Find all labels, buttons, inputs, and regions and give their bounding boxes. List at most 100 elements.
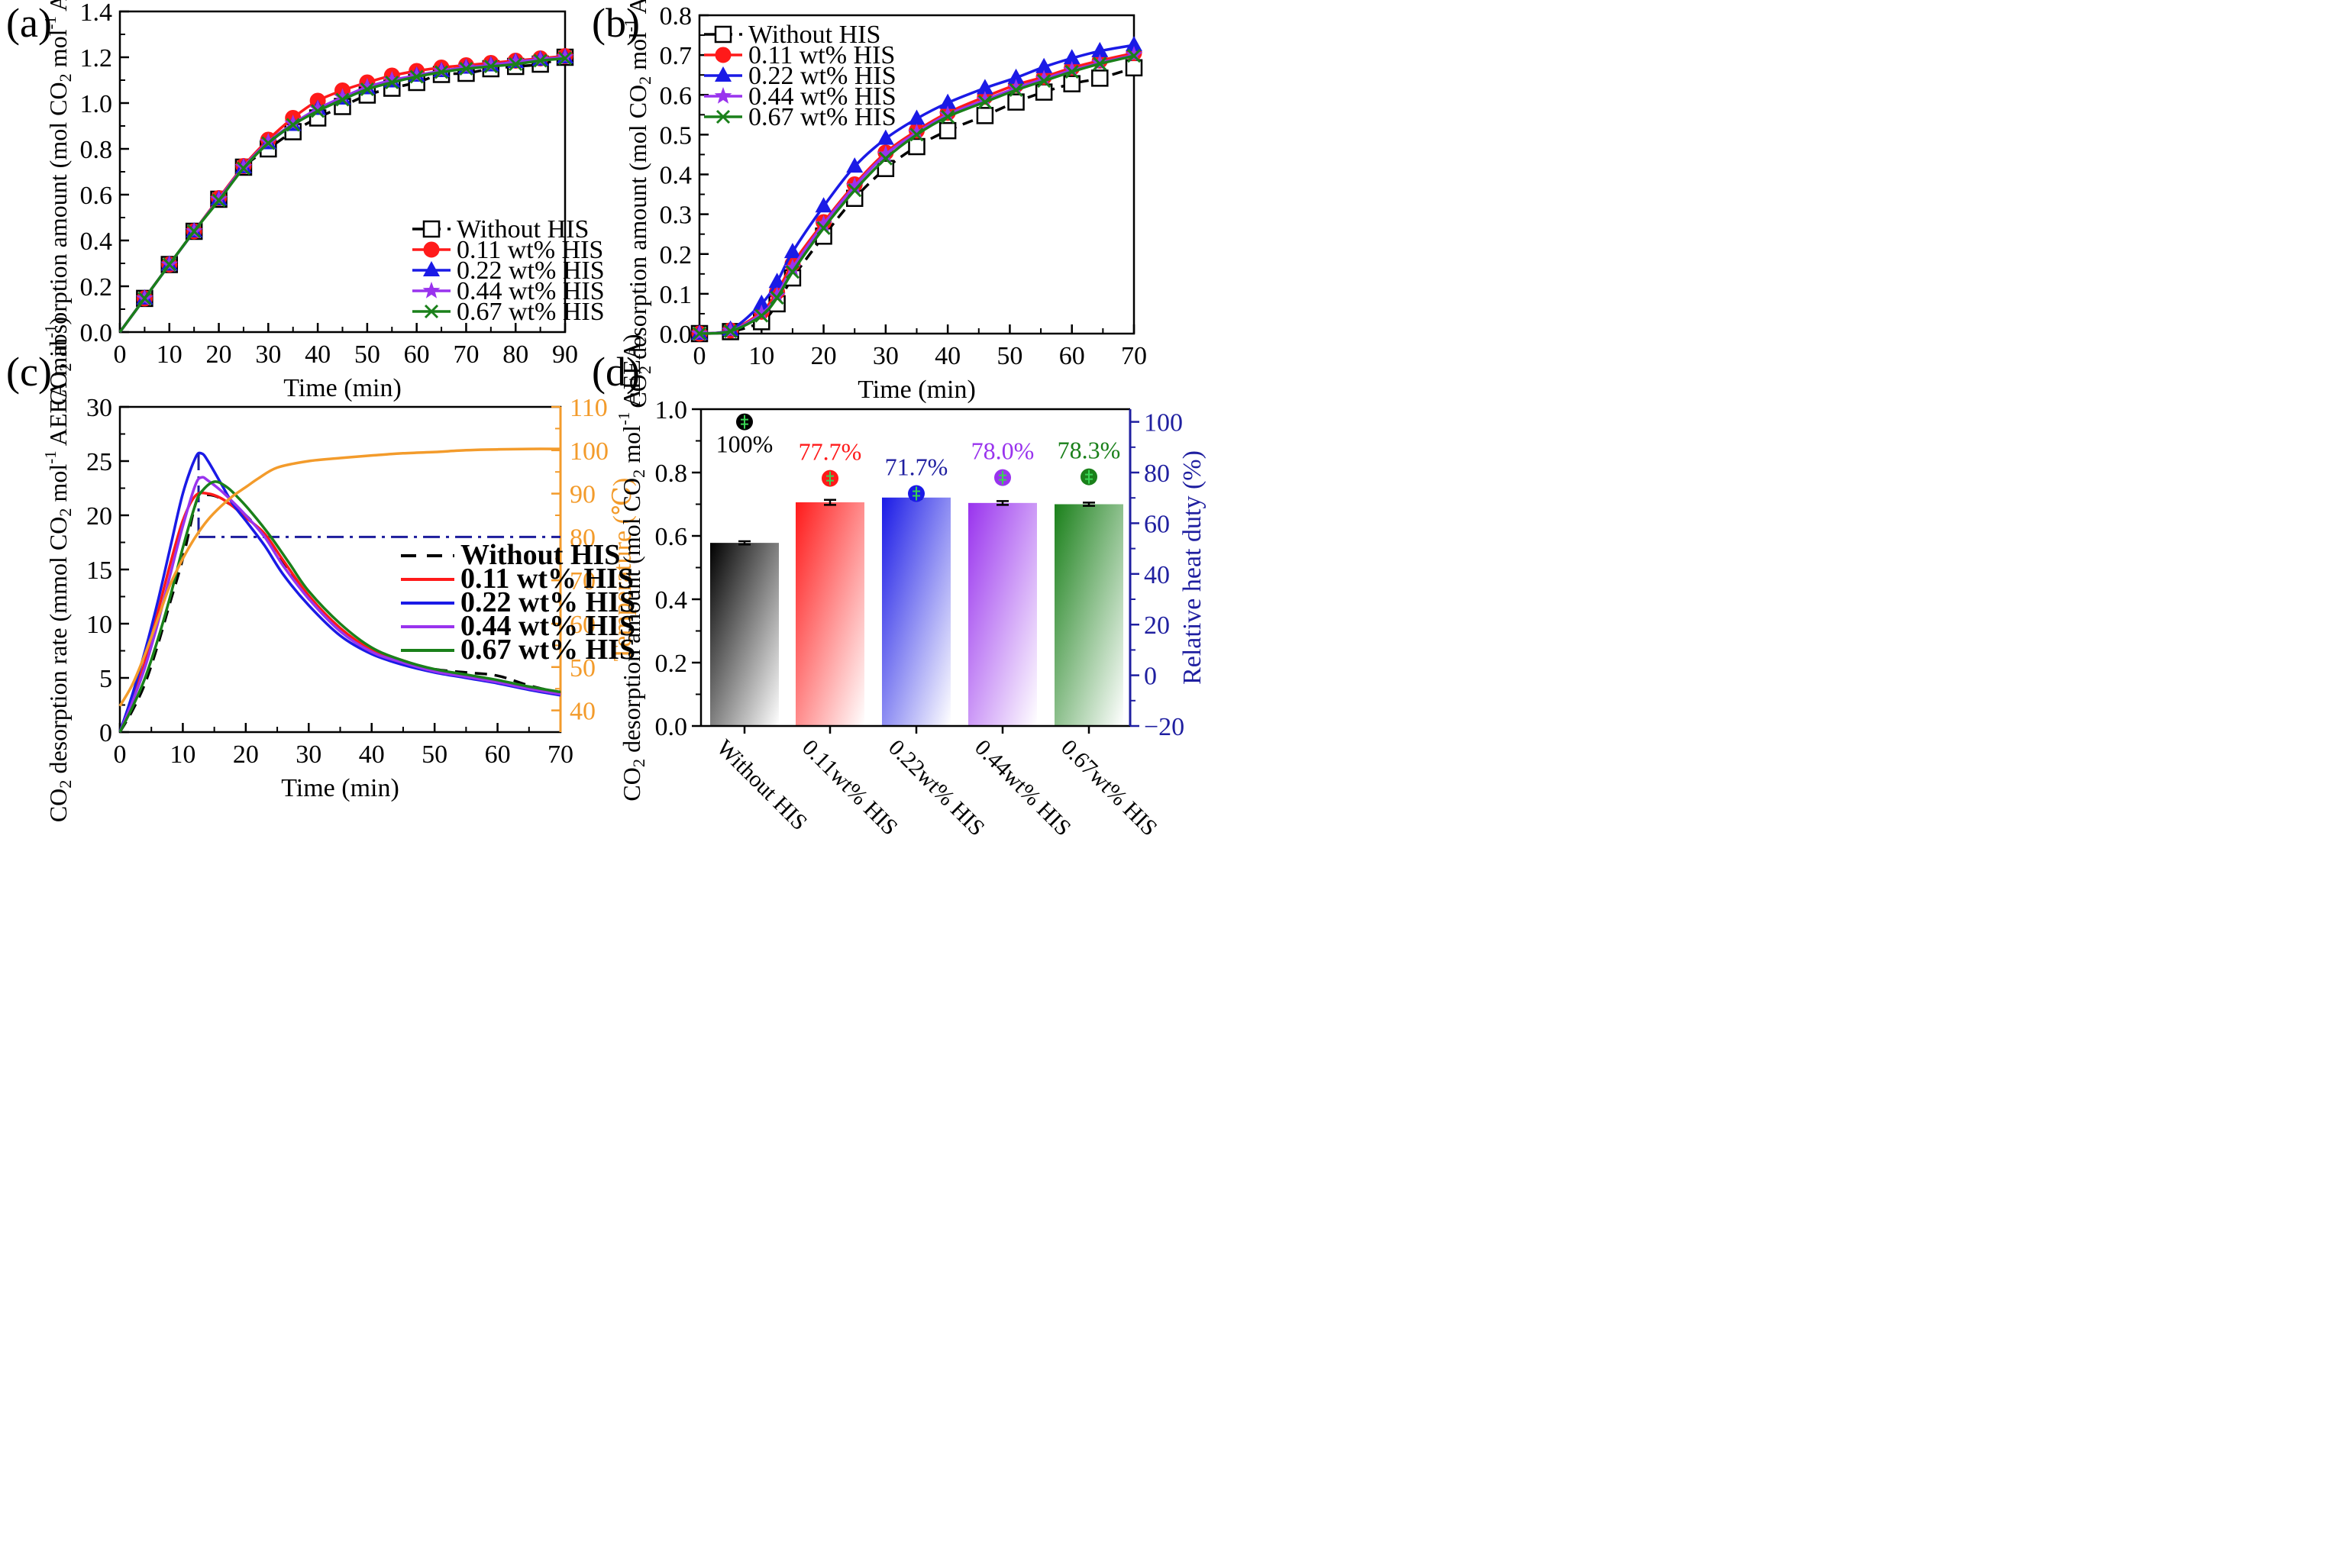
data-point [137,291,152,305]
y-tick-label: 0.2 [655,650,688,678]
data-point [846,157,864,173]
panel-letter: (c) [6,349,52,395]
y2-tick-label: 100 [1144,409,1183,437]
y2-tick-label: 100 [570,437,609,466]
data-point [533,53,548,68]
heat-duty-label: 78.3% [1058,437,1121,464]
data-point [385,75,399,90]
series-line-0-11-wt-his [699,51,1135,335]
y-axis-label: CO2 desorption rate (mmol CO2 mol-1 AEEA… [42,317,75,822]
category-label: Without HIS [712,735,812,835]
y-axis-label-part: 2 [56,363,75,371]
y-tick-label: 1.0 [80,90,113,118]
x-tick-label: 60 [1059,342,1085,370]
y-axis-label-part: 2 [629,469,648,478]
data-point [286,118,300,132]
y-axis-label-part: 2 [56,508,75,516]
legend-marker [422,282,441,298]
data-point [434,65,449,79]
y-axis-label-part: absorption amount (mol CO [44,82,72,363]
x-tick-label: 20 [233,740,259,769]
x-tick-label: 0 [114,340,127,369]
data-point [770,291,784,305]
x-tick-label: 50 [997,342,1022,370]
series-line-0-67-wt-his [699,54,1135,335]
y-axis-label-part: mol [624,32,651,76]
heat-duty-errorbar [826,471,834,486]
y2-tick-label: 90 [570,481,596,509]
y-tick-label: 0.2 [80,273,113,302]
heat-duty-label: 77.7% [799,438,862,466]
data-point [1125,46,1143,63]
y2-tick-label: −20 [1144,713,1184,741]
x-tick-label: 10 [170,740,195,769]
data-point [284,115,302,131]
y-tick-label: 30 [86,394,112,422]
data-point [908,109,925,125]
legend-label: 0.44 wt% HIS [748,82,896,111]
data-point [815,215,832,232]
data-point [877,129,894,145]
y-axis-label-part: 2 [629,759,648,767]
y-axis-label-part: CO [624,374,651,408]
data-point [785,265,800,279]
y-axis-label-part: mol [44,464,72,508]
legend-marker [715,66,732,82]
y-axis-label-part: desorption rate (mmol CO [44,517,72,780]
y-tick-label: 0.8 [655,460,688,488]
y2-tick-label: 70 [570,567,596,595]
data-point [1091,69,1109,87]
legend-marker [716,109,731,124]
y2-tick-label: 40 [1144,561,1170,589]
data-point [752,304,770,321]
data-point [723,324,738,338]
heat-duty-errorbar [999,470,1006,485]
legend-label: Without HIS [460,539,620,571]
data-point [754,308,769,323]
y-tick-label: 0.3 [660,202,693,230]
y-tick-label: 0.8 [660,2,693,31]
data-point [1007,79,1025,96]
x-axis-label: Time (min) [281,774,399,802]
legend-label: 0.11 wt% HIS [748,41,895,69]
x-tick-label: 70 [548,740,573,769]
legend-marker [424,304,439,319]
data-point [1007,68,1025,84]
x-tick-label: 30 [296,740,321,769]
data-point [483,59,498,74]
data-point [783,243,801,259]
error-bar [1083,502,1095,507]
y-tick-label: 0.8 [80,136,113,164]
y-tick-label: 20 [86,502,112,531]
y-axis-label-part: 2 [56,780,75,789]
x-tick-label: 0 [114,740,127,769]
legend-label: 0.11 wt% HIS [460,563,634,595]
data-point [976,79,993,95]
data-point [908,137,925,156]
y-tick-label: 1.4 [80,0,113,27]
data-point [768,273,786,289]
y2-tick-label: 20 [1144,611,1170,640]
data-point [692,326,707,341]
data-point [1063,49,1081,65]
data-point [509,56,523,72]
data-point [311,104,325,118]
data-point [1093,56,1107,71]
x-tick-label: 30 [255,340,281,369]
y2-tick-label: 60 [1144,510,1170,538]
y-axis-label-part: 2 [635,366,654,374]
x-tick-label: 90 [552,340,578,369]
y-axis-label: CO2 desorption amount (mol CO2 mol-1 AEE… [615,334,648,801]
y2-tick-label: 50 [570,654,596,682]
y-axis-label-part: -1 [622,19,639,32]
y-tick-label: 0.1 [660,281,693,309]
data-point [1009,82,1023,98]
data-point [482,56,500,73]
legend-marker [714,25,732,44]
x-tick-label: 30 [873,342,899,370]
data-point [977,95,992,109]
data-point [941,109,955,124]
y2-tick-label: 0 [1144,663,1157,691]
y-tick-label: 0.4 [655,586,688,615]
